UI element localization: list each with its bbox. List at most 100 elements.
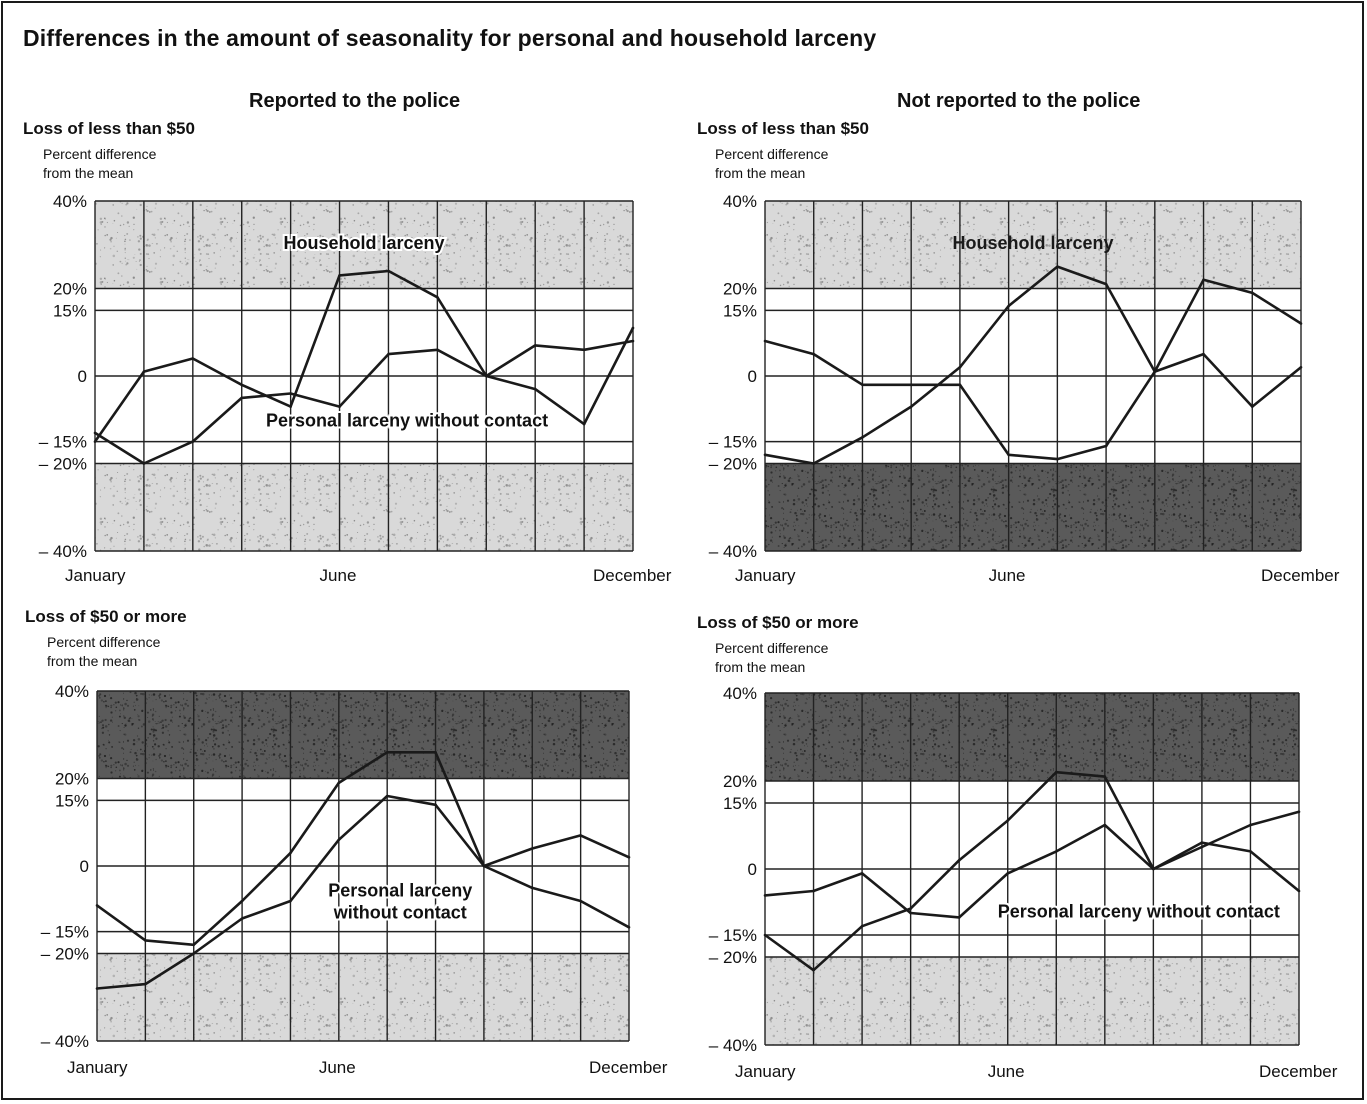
data-point: [1006, 819, 1010, 822]
data-point: [1200, 845, 1204, 849]
y-tick-label: 20%: [723, 280, 757, 299]
data-point: [1104, 282, 1108, 286]
chart-panel-4: 40% 20% 15% 0 – 15% – 20% – 40% January June Dece…: [709, 684, 1338, 1081]
y-tick-label: – 15%: [709, 433, 757, 452]
y-tick-label: 40%: [55, 682, 89, 701]
data-point: [93, 431, 97, 435]
y-tick-label: – 15%: [709, 926, 757, 945]
y-tick-label: – 20%: [709, 455, 757, 474]
y-tick-label: 40%: [723, 684, 757, 703]
y-tick-label: – 40%: [709, 542, 757, 561]
x-tick-label: December: [593, 566, 672, 585]
y-tick-label: – 40%: [39, 542, 87, 561]
data-point: [1299, 322, 1303, 325]
y-tick-label: 0: [748, 367, 757, 386]
data-point: [958, 383, 962, 387]
data-point: [582, 422, 586, 426]
data-point: [631, 326, 635, 330]
data-point: [1299, 365, 1303, 369]
series-label: without contact: [333, 903, 467, 923]
x-tick-label: June: [320, 566, 357, 585]
y-tick-label: 15%: [55, 791, 89, 810]
series-label: Personal larceny: [328, 881, 472, 901]
upper-band: [765, 201, 1301, 289]
series-line-1: [764, 265, 1302, 465]
data-point: [1200, 841, 1204, 844]
data-point: [337, 838, 341, 842]
data-point: [434, 803, 437, 807]
data-point: [909, 405, 913, 408]
data-point: [1056, 265, 1059, 268]
column-heading-not-reported: Not reported to the police: [897, 90, 1141, 112]
data-point: [763, 894, 767, 897]
data-point: [763, 453, 767, 457]
y-tick-label: 20%: [723, 772, 757, 791]
loss-subtitle: Loss of less than $50: [23, 119, 195, 138]
y-tick-label: 15%: [723, 794, 757, 813]
series-label: Personal larceny without contact: [998, 901, 1280, 921]
data-point: [582, 348, 586, 352]
y-tick-label: – 15%: [39, 433, 87, 452]
series-label: Personal larceny without contact: [266, 410, 548, 430]
upper-band: [765, 693, 1299, 781]
data-point: [434, 750, 437, 754]
data-point: [812, 462, 816, 465]
data-point: [957, 916, 961, 919]
data-point: [387, 269, 390, 273]
y-tick-label: 0: [78, 367, 87, 386]
data-point: [909, 907, 912, 910]
lower-band: [765, 957, 1299, 1045]
data-point: [957, 858, 961, 862]
data-point: [436, 295, 439, 299]
data-point: [192, 943, 196, 947]
data-point: [1104, 444, 1108, 448]
data-point: [958, 365, 962, 369]
x-tick-label: January: [735, 566, 796, 585]
charts-svg: 40% 20% 15% 0 – 15% – 20% – 40% January June Dece…: [39, 192, 1340, 1081]
data-point: [337, 781, 341, 785]
loss-subtitle: Loss of $50 or more: [697, 613, 859, 632]
data-point: [289, 392, 292, 395]
data-point: [1006, 872, 1010, 875]
data-point: [1297, 889, 1301, 893]
y-tick-label: – 20%: [709, 948, 757, 967]
data-point: [387, 352, 390, 356]
x-tick-label: December: [1261, 566, 1340, 585]
data-point: [95, 904, 99, 907]
data-point: [1202, 278, 1205, 282]
data-point: [191, 357, 195, 360]
y-tick-label: – 20%: [39, 455, 87, 474]
data-point: [861, 383, 864, 387]
data-point: [763, 933, 767, 937]
data-point: [436, 348, 439, 352]
data-point: [1103, 775, 1107, 778]
y-axis-label: Percent difference from the mean: [43, 146, 157, 181]
data-point: [385, 750, 389, 754]
figure-title: Differences in the amount of seasonality…: [23, 25, 877, 51]
data-point: [860, 924, 864, 928]
data-point: [289, 851, 292, 855]
y-tick-label: 40%: [723, 192, 757, 211]
x-tick-label: June: [988, 1062, 1025, 1081]
y-tick-label: – 20%: [41, 945, 89, 964]
data-point: [1103, 823, 1107, 827]
x-tick-label: January: [735, 1062, 796, 1081]
data-point: [1249, 850, 1252, 853]
data-point: [484, 374, 488, 378]
data-point: [142, 462, 146, 465]
series-label: Household larceny: [952, 233, 1113, 253]
data-point: [240, 383, 244, 387]
lower-band: [95, 463, 633, 551]
series-line-2: [94, 339, 634, 465]
data-point: [338, 405, 341, 408]
chart-panel-2: 40% 20% 15% 0 – 15% – 20% – 40% January June Dece…: [709, 192, 1340, 585]
data-point: [289, 405, 292, 408]
x-tick-label: June: [989, 566, 1026, 585]
data-point: [144, 939, 147, 942]
chart-panel-3: 40% 20% 15% 0 – 15% – 20% – 40% January June Dece…: [41, 682, 668, 1077]
data-point: [579, 834, 582, 837]
upper-band: [97, 691, 629, 779]
y-tick-label: – 40%: [41, 1032, 89, 1051]
data-point: [144, 982, 147, 986]
